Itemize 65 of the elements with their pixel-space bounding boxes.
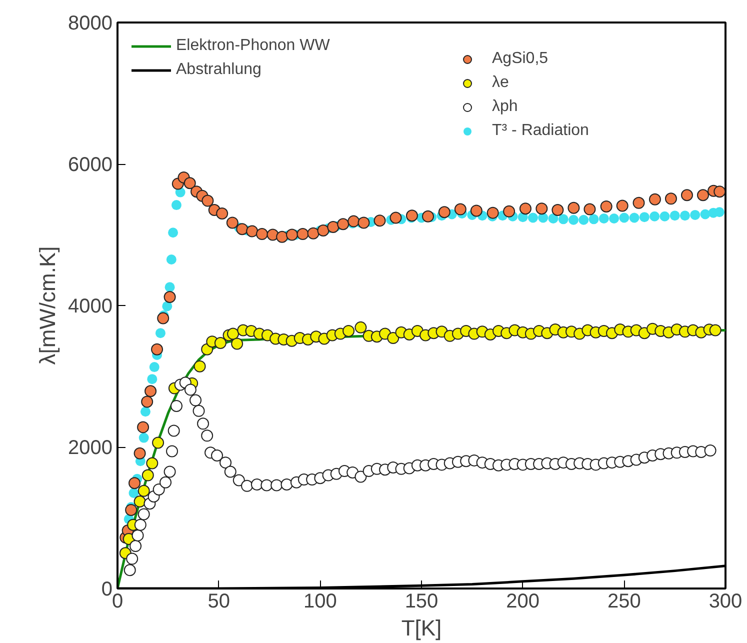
x-tick-label: 300 bbox=[708, 590, 742, 612]
point bbox=[568, 202, 580, 214]
point bbox=[246, 225, 258, 238]
point bbox=[584, 203, 596, 216]
y-tick-label: 2000 bbox=[68, 437, 113, 459]
point bbox=[317, 224, 330, 236]
point bbox=[680, 189, 693, 202]
point bbox=[374, 214, 386, 227]
point bbox=[141, 396, 154, 408]
point bbox=[128, 477, 141, 490]
point bbox=[600, 200, 612, 212]
point bbox=[536, 202, 548, 215]
point bbox=[454, 203, 466, 216]
point bbox=[470, 204, 482, 217]
point bbox=[184, 177, 196, 190]
x-tick-label: 100 bbox=[303, 590, 337, 612]
point bbox=[664, 192, 677, 205]
y-tick-label: 8000 bbox=[68, 12, 113, 34]
point bbox=[202, 194, 214, 207]
point bbox=[296, 228, 309, 240]
point bbox=[125, 504, 138, 516]
point bbox=[157, 312, 170, 324]
point bbox=[406, 210, 418, 222]
point bbox=[503, 205, 516, 218]
legend-label: T³ - Radiation bbox=[492, 122, 589, 140]
point bbox=[164, 291, 176, 303]
legend-label: AgSi0,5 bbox=[492, 50, 548, 68]
point bbox=[648, 193, 661, 206]
legend-label: λe bbox=[492, 74, 510, 92]
point bbox=[327, 220, 340, 233]
point bbox=[616, 200, 628, 212]
point bbox=[358, 216, 370, 229]
point bbox=[286, 228, 298, 241]
point bbox=[151, 343, 164, 356]
legend-label: Abstrahlung bbox=[176, 61, 262, 79]
point bbox=[134, 447, 146, 460]
y-tick-label: 4000 bbox=[68, 296, 113, 318]
legend-label: Elektron-Phonon WW bbox=[176, 37, 330, 55]
x-tick-label: 50 bbox=[208, 590, 230, 612]
x-tick-label: 200 bbox=[506, 590, 540, 612]
point bbox=[144, 385, 157, 398]
point bbox=[519, 202, 532, 215]
point bbox=[697, 189, 710, 202]
point bbox=[632, 196, 645, 209]
point bbox=[307, 227, 320, 240]
point bbox=[337, 218, 350, 230]
y-tick-label: 6000 bbox=[68, 154, 113, 176]
point bbox=[422, 210, 434, 222]
x-tick-label: 150 bbox=[404, 590, 438, 612]
y-axis-title: λ[mW/cm.K] bbox=[35, 246, 60, 365]
point bbox=[236, 223, 248, 236]
point bbox=[714, 186, 726, 198]
x-axis-title: T[K] bbox=[401, 616, 442, 640]
legend-label: λph bbox=[492, 98, 518, 116]
point bbox=[486, 206, 499, 219]
point bbox=[276, 230, 288, 243]
point bbox=[226, 216, 238, 229]
point bbox=[348, 215, 360, 228]
point bbox=[438, 206, 450, 218]
point bbox=[137, 421, 150, 434]
point bbox=[390, 212, 402, 224]
point bbox=[216, 208, 228, 220]
x-tick-label: 250 bbox=[607, 590, 641, 612]
point bbox=[552, 204, 564, 216]
point bbox=[256, 228, 268, 240]
